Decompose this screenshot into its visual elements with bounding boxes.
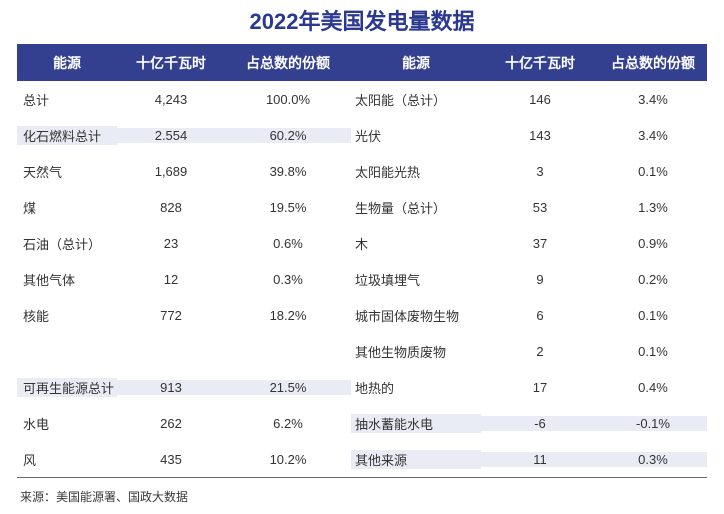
energy-label-left: 可再生能源总计: [17, 377, 117, 397]
value-cell-left: 12: [163, 271, 179, 287]
value-cell-right: 2: [536, 343, 544, 359]
table-row: 化石燃料总计 2.554 60.2% 光伏 143 3.4%: [17, 117, 707, 153]
value-cell-left: 913: [117, 379, 225, 395]
share-cell-right: 0.4%: [638, 379, 668, 395]
value-cell-left: 772: [160, 307, 182, 323]
share-cell-right: 0.9%: [638, 235, 668, 251]
value-cell-left: 4,243: [154, 91, 188, 107]
value-cell-left: 828: [160, 199, 182, 215]
header-cell-kwh-right: 十亿千瓦时: [505, 54, 575, 71]
share-cell-left: 6.2%: [273, 415, 303, 431]
share-cell-left: 60.2%: [225, 127, 351, 143]
value-cell-left: 262: [160, 415, 182, 431]
share-cell-right: 3.4%: [638, 127, 668, 143]
header-cell-kwh-left: 十亿千瓦时: [136, 54, 206, 71]
energy-label-right: 抽水蓄能水电: [351, 413, 481, 433]
value-cell-right: 53: [532, 199, 548, 215]
energy-label-left: 水电: [23, 416, 50, 432]
energy-label-left: 天然气: [23, 164, 63, 180]
value-cell-right: 3: [536, 163, 544, 179]
share-cell-right: 0.3%: [599, 451, 707, 467]
header-cell-share-right: 占总数的份额: [611, 54, 695, 71]
energy-label-left: 煤: [23, 200, 37, 216]
table-row: 总计 4,243 100.0% 太阳能（总计） 146 3.4%: [17, 81, 707, 117]
table-row: 煤 828 19.5% 生物量（总计） 53 1.3%: [17, 189, 707, 225]
share-cell-right: -0.1%: [599, 415, 707, 431]
energy-label-right: 木: [355, 236, 369, 252]
value-cell-left: 435: [160, 451, 182, 467]
table-row: 天然气 1,689 39.8% 太阳能光热 3 0.1%: [17, 153, 707, 189]
page-title: 2022年美国发电量数据: [249, 9, 475, 34]
share-cell-left: 21.5%: [225, 379, 351, 395]
table-row: 风 435 10.2% 其他来源 11 0.3%: [17, 441, 707, 477]
header-cell-energy-left: 能源: [53, 54, 81, 71]
share-cell-left: 18.2%: [269, 307, 307, 323]
energy-label-right: 城市固体废物生物: [355, 308, 460, 324]
share-cell-left: 0.3%: [273, 271, 303, 287]
share-cell-left: 0.6%: [273, 235, 303, 251]
energy-label-right: 光伏: [355, 128, 382, 144]
energy-label-left: 总计: [23, 92, 50, 108]
share-cell-right: 0.1%: [638, 343, 668, 359]
table-row: 其他生物质废物 2 0.1%: [17, 333, 707, 369]
value-cell-left: 2.554: [117, 127, 225, 143]
energy-label-right: 垃圾填埋气: [355, 272, 421, 288]
table-row: 石油（总计） 23 0.6% 木 37 0.9%: [17, 225, 707, 261]
energy-label-left: 核能: [23, 308, 50, 324]
value-cell-left: 1,689: [154, 163, 188, 179]
value-cell-right: 9: [536, 271, 544, 287]
table-row: 核能 772 18.2% 城市固体废物生物 6 0.1%: [17, 297, 707, 333]
energy-label-left: 其他气体: [23, 272, 76, 288]
energy-label-left: 风: [23, 452, 37, 468]
table-body: 总计 4,243 100.0% 太阳能（总计） 146 3.4% 化石燃料总计 …: [17, 81, 707, 477]
header-cell-energy-right: 能源: [402, 54, 430, 71]
table-row: 水电 262 6.2% 抽水蓄能水电 -6 -0.1%: [17, 405, 707, 441]
table-header-row: 能源 十亿千瓦时 占总数的份额 能源 十亿千瓦时 占总数的份额: [17, 44, 707, 81]
value-cell-left: 23: [163, 235, 179, 251]
value-cell-right: 37: [532, 235, 548, 251]
value-cell-right: 143: [529, 127, 551, 143]
share-cell-right: 3.4%: [638, 91, 668, 107]
source-note: 来源：美国能源署、国政大数据: [20, 490, 189, 504]
share-cell-right: 1.3%: [638, 199, 668, 215]
value-cell-right: -6: [481, 415, 599, 431]
energy-label-right: 太阳能光热: [355, 164, 421, 180]
share-cell-left: 39.8%: [269, 163, 307, 179]
energy-label-left: 石油（总计）: [23, 236, 102, 252]
value-cell-right: 17: [532, 379, 548, 395]
table-row: 其他气体 12 0.3% 垃圾填埋气 9 0.2%: [17, 261, 707, 297]
share-cell-left: 10.2%: [269, 451, 307, 467]
share-cell-right: 0.1%: [638, 163, 668, 179]
energy-label-right: 生物量（总计）: [355, 200, 447, 216]
value-cell-right: 11: [481, 451, 599, 467]
share-cell-left: 19.5%: [269, 199, 307, 215]
energy-label-right: 太阳能（总计）: [355, 92, 447, 108]
energy-label-right: 其他生物质废物: [355, 344, 447, 360]
energy-label-right: 其他来源: [351, 449, 481, 469]
generation-data-table: 能源 十亿千瓦时 占总数的份额 能源 十亿千瓦时 占总数的份额 总计 4,243…: [17, 44, 707, 478]
value-cell-right: 146: [529, 91, 551, 107]
table-row: 可再生能源总计 913 21.5% 地热的 17 0.4%: [17, 369, 707, 405]
share-cell-right: 0.2%: [638, 271, 668, 287]
energy-label-right: 地热的: [355, 380, 395, 396]
share-cell-left: 100.0%: [265, 91, 311, 107]
value-cell-right: 6: [536, 307, 544, 323]
share-cell-right: 0.1%: [638, 307, 668, 323]
energy-label-left: 化石燃料总计: [17, 125, 117, 145]
header-cell-share-left: 占总数的份额: [246, 54, 330, 71]
